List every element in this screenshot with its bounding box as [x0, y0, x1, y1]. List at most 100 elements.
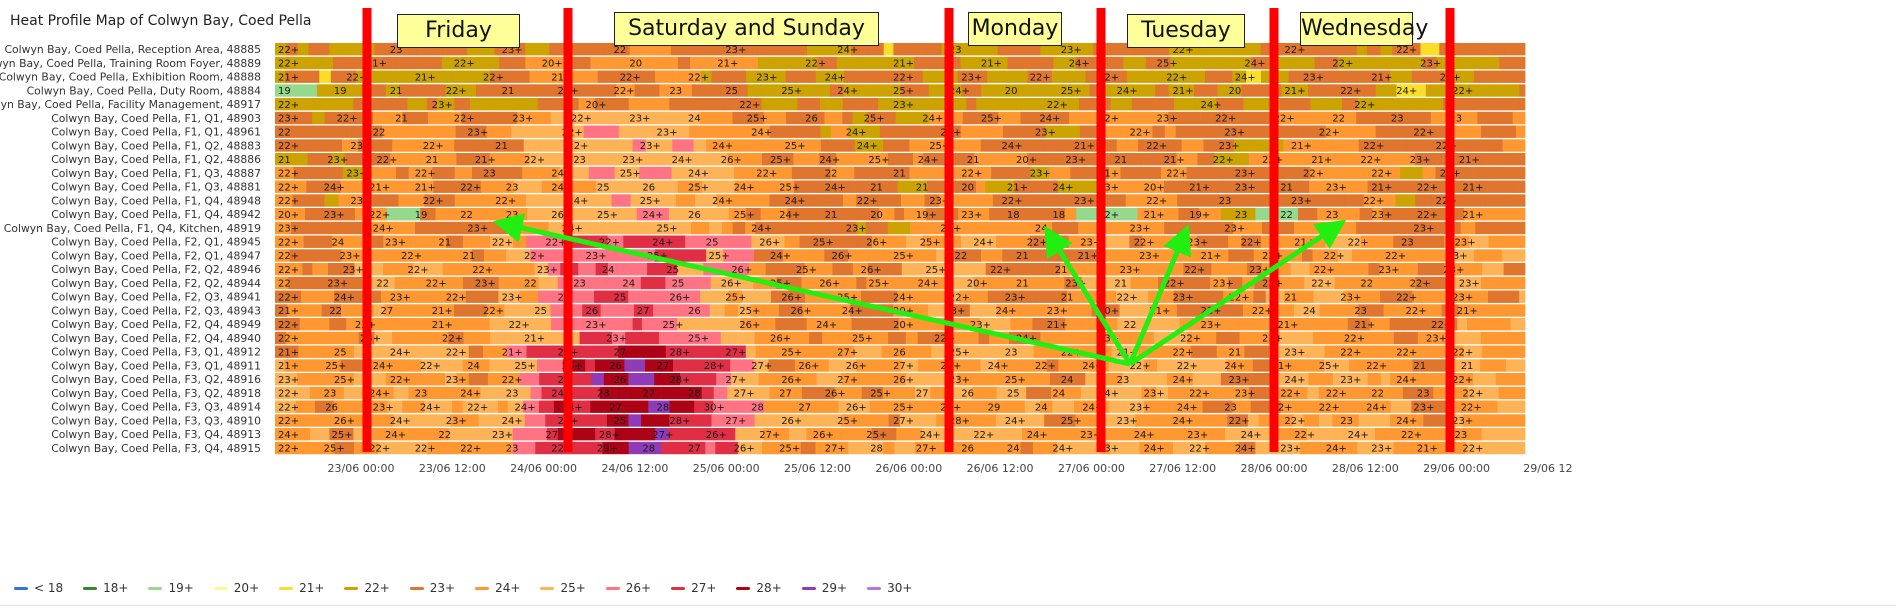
- heatmap-cell: [698, 373, 717, 386]
- heatmap-cell: [1314, 56, 1326, 70]
- heatmap-cell: [843, 345, 854, 358]
- legend-item[interactable]: 26+: [605, 581, 651, 595]
- cell-value-label: 27+: [759, 430, 780, 441]
- heatmap-cell: [275, 276, 289, 290]
- heatmap-cell: [645, 359, 661, 372]
- heatmap-cell: [669, 414, 684, 427]
- cell-value-label: 22+: [509, 320, 530, 331]
- heatmap-cell: [1137, 373, 1168, 386]
- cell-value-label: 21+: [893, 59, 914, 70]
- heatmap-cell: [905, 373, 937, 386]
- cell-value-label: 27: [657, 361, 670, 372]
- heatmap-cell: [910, 221, 941, 235]
- heatmap-cell: [414, 276, 442, 290]
- legend-item[interactable]: 25+: [540, 581, 586, 595]
- heatmap-cell: [791, 166, 821, 180]
- heatmap-cell: [1287, 331, 1314, 345]
- heatmap-cell: [1347, 318, 1371, 331]
- heatmap-cell: [705, 441, 716, 455]
- heatmap-cell: [1494, 441, 1515, 455]
- heatmap-cell: [312, 111, 325, 125]
- legend-item[interactable]: 19+: [148, 581, 194, 595]
- heatmap-cell: [525, 194, 551, 207]
- heatmap-cell: [393, 386, 409, 400]
- cell-value-label: 22+: [278, 251, 299, 262]
- legend-item[interactable]: 22+: [344, 581, 390, 595]
- heatmap-cell: [856, 194, 866, 207]
- cell-value-label: 22+: [1462, 444, 1483, 455]
- heatmap-cell: [788, 290, 806, 303]
- heatmap-cell: [989, 208, 1019, 221]
- heatmap-cell: [769, 194, 794, 207]
- heatmap-cell: [513, 194, 527, 207]
- heatmap-cell: [785, 111, 808, 125]
- heatmap-cell: [1200, 111, 1221, 125]
- heatmap-cell: [454, 139, 479, 152]
- heatmap-cell: [364, 345, 397, 358]
- heatmap-cell: [735, 194, 770, 207]
- cell-value-label: 26+: [781, 375, 802, 386]
- heatmap-cell: [1368, 263, 1380, 276]
- cell-value-label: 21+: [1462, 182, 1483, 193]
- heatmap-cell: [913, 153, 924, 166]
- heatmap-cell: [599, 318, 621, 331]
- heatmap-cell: [1468, 331, 1482, 345]
- heatmap-cell: [433, 180, 454, 193]
- heatmap-cell: [1173, 441, 1206, 455]
- cell-value-label: 21: [278, 155, 291, 166]
- legend-item[interactable]: 29+: [801, 581, 847, 595]
- legend-item[interactable]: < 18: [14, 581, 63, 595]
- cell-value-label: 23+: [1201, 320, 1222, 331]
- cell-value-label: 23: [669, 86, 682, 97]
- heatmap-cell: [1058, 139, 1079, 152]
- cell-value-label: 25+: [981, 114, 1002, 125]
- cell-value-label: 23+: [340, 251, 361, 262]
- heatmap-cell: [689, 98, 700, 111]
- legend-item[interactable]: 30+: [867, 581, 912, 595]
- cell-value-label: 24+: [390, 347, 411, 358]
- heatmap-cell: [700, 111, 733, 125]
- heatmap-cell: [302, 263, 313, 276]
- heatmap-cell: [644, 331, 660, 345]
- heatmap-cell: [1205, 70, 1217, 83]
- heatmap-cell: [711, 414, 744, 427]
- heatmap-cell: [1176, 304, 1201, 317]
- heatmap-cell: [1226, 359, 1254, 372]
- legend-item[interactable]: 24+: [475, 581, 520, 595]
- heatmap-cell: [1220, 111, 1243, 125]
- heatmap-cell: [1195, 98, 1217, 111]
- heatmap-cell: [1198, 208, 1222, 221]
- heatmap-cell: [382, 125, 406, 138]
- cell-value-label: 21+: [1284, 86, 1305, 97]
- cell-value-label: 23: [1354, 306, 1367, 317]
- legend-item[interactable]: 21+: [279, 581, 324, 595]
- heatmap-cell: [948, 441, 984, 455]
- heatmap-cell: [448, 428, 481, 441]
- heatmap-cell: [546, 428, 559, 441]
- legend-item[interactable]: 20+: [213, 581, 259, 595]
- cell-value-label: 23+: [1447, 251, 1468, 262]
- cell-value-label: 23+: [1280, 444, 1301, 455]
- heatmap-cell: [1516, 304, 1526, 317]
- legend-item[interactable]: 28+: [736, 581, 782, 595]
- heatmap-cell: [616, 400, 649, 413]
- legend-item[interactable]: 27+: [671, 581, 716, 595]
- cell-value-label: 27: [916, 389, 929, 400]
- heatmap-cell: [1279, 98, 1311, 111]
- heatmap-cell: [806, 318, 824, 331]
- heatmap-cell: [1277, 125, 1301, 138]
- heatmap-cell: [506, 249, 531, 262]
- legend-item[interactable]: 18+: [83, 581, 128, 595]
- heatmap-cell: [1419, 441, 1438, 455]
- cell-value-label: 22+: [1461, 402, 1482, 413]
- heatmap-cell: [295, 139, 308, 152]
- cell-value-label: 24: [467, 361, 480, 372]
- legend-item[interactable]: 23+: [409, 581, 455, 595]
- heatmap-cell: [1225, 428, 1250, 441]
- heatmap-cell: [1490, 166, 1521, 180]
- heatmap-cell: [1277, 276, 1305, 290]
- heatmap-cell: [499, 56, 526, 70]
- heatmap-cell: [662, 235, 686, 248]
- heatmap-cell: [1451, 194, 1462, 207]
- heatmap-cell: [790, 441, 802, 455]
